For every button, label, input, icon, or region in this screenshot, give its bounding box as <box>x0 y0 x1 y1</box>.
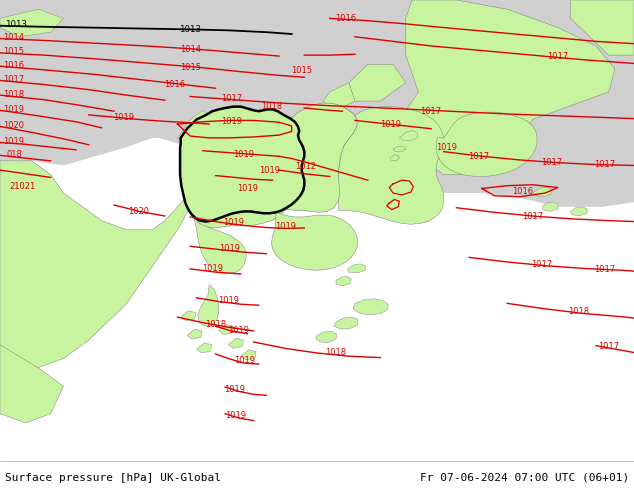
Text: 1019: 1019 <box>380 120 401 128</box>
Polygon shape <box>391 155 399 161</box>
Polygon shape <box>393 146 406 152</box>
Text: 1019: 1019 <box>223 218 244 227</box>
Text: 1019: 1019 <box>219 244 240 253</box>
Polygon shape <box>336 277 351 286</box>
Text: 1013: 1013 <box>179 25 201 34</box>
Text: 1014: 1014 <box>3 33 25 42</box>
Polygon shape <box>187 200 219 212</box>
Text: 1018: 1018 <box>261 102 282 111</box>
Polygon shape <box>271 212 358 270</box>
Text: 1014: 1014 <box>179 45 201 54</box>
Polygon shape <box>533 188 552 196</box>
Polygon shape <box>571 0 634 55</box>
Polygon shape <box>0 0 634 207</box>
Text: 1018: 1018 <box>205 319 226 328</box>
Text: 1019: 1019 <box>221 117 242 126</box>
Text: 1019: 1019 <box>3 137 25 146</box>
Text: 1013: 1013 <box>5 20 27 29</box>
Text: 1016: 1016 <box>335 14 356 23</box>
Text: 1015: 1015 <box>3 48 25 56</box>
Text: 1017: 1017 <box>547 51 569 61</box>
Text: 1017: 1017 <box>420 107 442 116</box>
Text: 1019: 1019 <box>259 166 280 174</box>
Text: 1019: 1019 <box>225 412 247 420</box>
Text: 1020: 1020 <box>127 207 149 216</box>
Text: 1017: 1017 <box>594 160 616 169</box>
Text: 1017: 1017 <box>594 265 616 274</box>
Polygon shape <box>241 350 256 360</box>
Text: 21021: 21021 <box>9 182 36 191</box>
Polygon shape <box>276 103 357 212</box>
Polygon shape <box>347 264 365 273</box>
Polygon shape <box>323 83 355 110</box>
Text: 1017: 1017 <box>3 75 25 84</box>
Text: 1015: 1015 <box>179 63 201 72</box>
Text: 1017: 1017 <box>522 212 543 220</box>
Polygon shape <box>436 112 537 176</box>
Polygon shape <box>338 106 444 224</box>
Text: 1019: 1019 <box>233 150 255 159</box>
Text: Fr 07-06-2024 07:00 UTC (06+01): Fr 07-06-2024 07:00 UTC (06+01) <box>420 473 629 483</box>
Polygon shape <box>349 64 406 101</box>
Polygon shape <box>542 202 558 211</box>
Polygon shape <box>198 285 219 326</box>
Polygon shape <box>571 207 587 216</box>
Text: 1019: 1019 <box>224 385 245 394</box>
Text: 1017: 1017 <box>598 342 619 351</box>
Text: 1018: 1018 <box>3 90 25 98</box>
Polygon shape <box>219 324 234 335</box>
Text: 1019: 1019 <box>275 221 296 231</box>
Polygon shape <box>353 299 388 315</box>
Polygon shape <box>399 0 615 174</box>
Text: 1016: 1016 <box>164 79 185 89</box>
Text: 1019: 1019 <box>234 356 256 366</box>
Polygon shape <box>316 331 337 343</box>
Polygon shape <box>180 107 304 221</box>
Text: 1017: 1017 <box>468 152 489 161</box>
Text: 1017: 1017 <box>221 94 242 103</box>
Text: 1019: 1019 <box>228 326 249 336</box>
Text: 1019: 1019 <box>113 113 134 122</box>
Polygon shape <box>181 311 196 321</box>
Text: 1019: 1019 <box>436 143 457 151</box>
Text: 1017: 1017 <box>531 260 552 269</box>
Text: 1015: 1015 <box>290 66 312 75</box>
Text: 1016: 1016 <box>512 187 534 196</box>
Polygon shape <box>0 161 190 368</box>
Text: 1017: 1017 <box>541 158 562 167</box>
Text: 018: 018 <box>6 150 22 159</box>
Text: 1019: 1019 <box>236 184 258 193</box>
Polygon shape <box>0 9 63 37</box>
Polygon shape <box>0 0 634 193</box>
Polygon shape <box>399 130 417 141</box>
Polygon shape <box>178 110 216 147</box>
Polygon shape <box>334 317 358 329</box>
Text: 1019: 1019 <box>3 105 25 114</box>
Polygon shape <box>0 345 63 423</box>
Polygon shape <box>197 343 212 353</box>
Polygon shape <box>187 207 246 274</box>
Polygon shape <box>228 338 243 348</box>
Text: 1018: 1018 <box>325 347 347 357</box>
Polygon shape <box>195 191 303 227</box>
Text: 1016: 1016 <box>3 61 25 70</box>
Polygon shape <box>187 329 202 339</box>
Text: 1012: 1012 <box>295 162 316 171</box>
Text: 1019: 1019 <box>202 264 223 273</box>
Text: 1019: 1019 <box>217 296 239 305</box>
Text: Surface pressure [hPa] UK-Global: Surface pressure [hPa] UK-Global <box>5 473 221 483</box>
Text: 1020: 1020 <box>3 121 25 130</box>
Text: 1018: 1018 <box>567 307 589 316</box>
Polygon shape <box>0 161 63 216</box>
